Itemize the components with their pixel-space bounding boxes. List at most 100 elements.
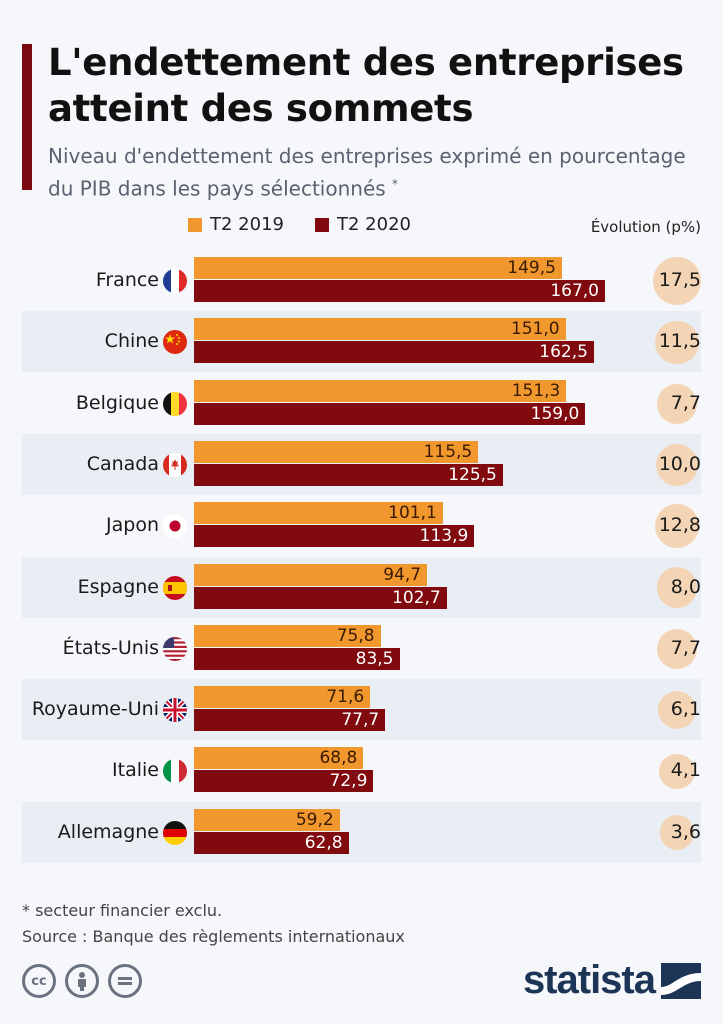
statista-logo-icon xyxy=(661,962,701,999)
data-label-2019: 151,3 xyxy=(511,380,561,401)
row-band xyxy=(22,311,701,373)
row-band xyxy=(22,801,701,863)
bar-t2-2019 xyxy=(194,747,364,770)
cc-license-icon[interactable]: cc xyxy=(22,964,56,998)
flag-germany-icon xyxy=(163,820,187,845)
flag-spain-icon xyxy=(163,575,187,600)
evolution-label: 8,0 xyxy=(670,575,701,598)
evolution-bubble xyxy=(659,815,695,851)
bar-t2-2019 xyxy=(194,808,340,831)
data-label-2019: 75,8 xyxy=(336,625,375,646)
bar-t2-2019 xyxy=(194,318,566,341)
accent-bar xyxy=(22,44,32,190)
category-label: États-Unis xyxy=(62,636,159,659)
evolution-label: 12,8 xyxy=(658,514,701,537)
evolution-label: 6,1 xyxy=(670,698,701,721)
data-label-2020: 167,0 xyxy=(550,281,599,301)
category-label: Belgique xyxy=(75,391,159,414)
flag-uk-icon xyxy=(163,698,187,723)
evolution-label: 4,1 xyxy=(670,759,701,782)
subtitle-text: Niveau d'endettement des entreprises exp… xyxy=(48,144,686,201)
flag-canada-icon xyxy=(163,452,187,477)
row-band xyxy=(22,556,701,618)
evolution-bubble xyxy=(656,567,698,608)
evolution-label: 17,5 xyxy=(658,269,701,291)
evolution-bubble xyxy=(657,383,697,424)
legend-swatch-2019 xyxy=(188,217,202,232)
legend-label-2019: T2 2019 xyxy=(210,214,284,235)
bar-t2-2020 xyxy=(194,647,400,670)
bar-t2-2020 xyxy=(194,280,605,302)
category-label: Espagne xyxy=(77,575,159,598)
data-label-2020: 162,5 xyxy=(539,342,588,363)
subtitle-footnote-mark: * xyxy=(392,177,399,191)
bar-t2-2019 xyxy=(194,257,562,279)
data-label-2020: 113,9 xyxy=(419,526,469,547)
bar-t2-2019 xyxy=(194,502,443,525)
evolution-bubble xyxy=(657,691,697,730)
logo-text: statista xyxy=(522,958,656,1002)
data-label-2019: 149,5 xyxy=(507,258,556,278)
legend-label-2020: T2 2020 xyxy=(337,214,411,235)
row-band xyxy=(22,433,701,495)
flag-france-icon xyxy=(163,269,187,293)
category-label: Chine xyxy=(104,330,159,353)
data-label-2019: 94,7 xyxy=(383,564,422,585)
data-label-2019: 101,1 xyxy=(388,503,437,524)
bar-t2-2019 xyxy=(194,440,479,463)
data-label-2020: 72,9 xyxy=(329,771,368,792)
row-band xyxy=(22,679,701,741)
evolution-bubble xyxy=(659,753,695,790)
data-label-2020: 159,0 xyxy=(530,403,580,424)
evolution-bubble xyxy=(654,503,700,549)
legend-item-2019: T2 2019 xyxy=(188,214,284,235)
data-label-2020: 83,5 xyxy=(355,648,394,669)
category-label: Canada xyxy=(86,452,159,475)
bar-t2-2020 xyxy=(194,402,586,425)
category-label: France xyxy=(95,269,159,291)
evolution-bubble xyxy=(655,443,699,486)
evolution-bubble xyxy=(657,628,697,669)
data-label-2020: 102,7 xyxy=(392,587,441,608)
data-label-2019: 71,6 xyxy=(326,687,365,708)
bar-t2-2020 xyxy=(194,463,503,486)
statista-logo[interactable]: statista xyxy=(523,958,701,1003)
data-label-2020: 125,5 xyxy=(448,464,497,485)
bar-t2-2020 xyxy=(194,586,447,609)
flag-china-icon xyxy=(163,330,187,355)
data-label-2020: 62,8 xyxy=(304,832,343,853)
data-label-2019: 68,8 xyxy=(319,748,358,769)
bar-t2-2020 xyxy=(194,709,386,732)
evolution-bubble xyxy=(653,257,701,305)
evolution-bubble xyxy=(655,320,699,365)
category-label: Italie xyxy=(112,759,159,782)
bar-t2-2020 xyxy=(194,770,374,793)
evolution-label: 3,6 xyxy=(670,820,701,843)
evolution-header: Évolution (p%) xyxy=(590,218,701,236)
bar-t2-2019 xyxy=(194,563,428,586)
category-label: Allemagne xyxy=(57,820,159,843)
bar-t2-2019 xyxy=(194,686,371,709)
evolution-label: 10,0 xyxy=(658,452,701,475)
data-label-2019: 59,2 xyxy=(295,809,334,830)
bar-t2-2020 xyxy=(194,525,475,548)
chart-title: L'endettement des entreprises atteint de… xyxy=(48,41,684,130)
category-label: Royaume-Uni xyxy=(31,698,159,721)
flag-italy-icon xyxy=(163,759,187,784)
footnote: * secteur financier exclu. Source : Banq… xyxy=(22,898,405,950)
chart-subtitle: Niveau d'endettement des entreprises exp… xyxy=(48,142,708,203)
bar-t2-2019 xyxy=(194,624,381,647)
license-icons: cc xyxy=(22,964,142,998)
no-derivatives-icon[interactable] xyxy=(108,964,142,998)
bar-t2-2020 xyxy=(194,831,349,854)
category-label: Japon xyxy=(106,514,159,537)
data-label-2020: 77,7 xyxy=(341,710,380,731)
flag-usa-icon xyxy=(163,636,187,661)
legend-item-2020: T2 2020 xyxy=(315,214,411,235)
flag-japan-icon xyxy=(163,514,187,539)
flag-belgium-icon xyxy=(163,391,187,416)
footnote-source: Source : Banque des règlements internati… xyxy=(22,927,405,946)
attribution-icon[interactable] xyxy=(65,964,99,998)
bar-t2-2020 xyxy=(194,341,594,364)
data-label-2019: 151,0 xyxy=(510,319,560,340)
